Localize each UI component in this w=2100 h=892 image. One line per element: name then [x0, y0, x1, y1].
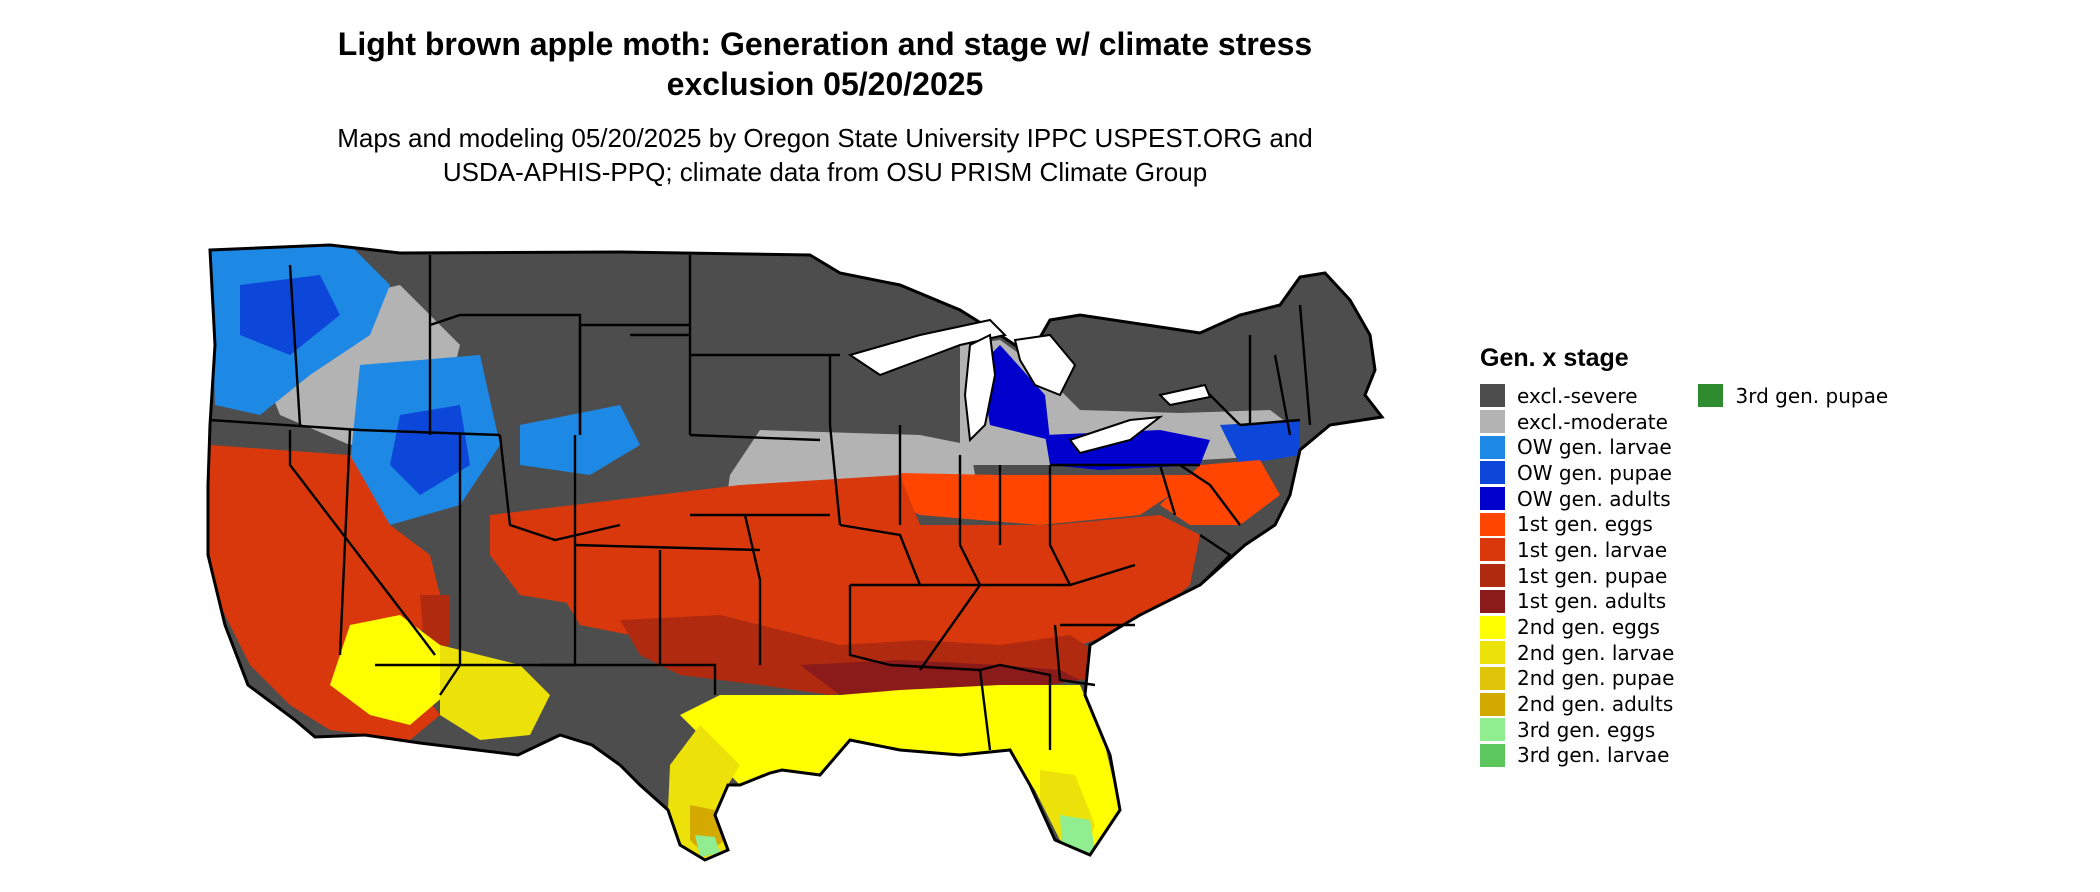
legend-item: excl.-moderate: [1480, 409, 1674, 435]
stage-region-g2l: [440, 645, 550, 740]
lake-erie: [1068, 415, 1164, 455]
stage-region-g3e: [695, 835, 720, 857]
legend-item: 2nd gen. larvae: [1480, 640, 1674, 666]
legend-item: OW gen. adults: [1480, 486, 1674, 512]
stage-region-g1e: [1160, 460, 1280, 525]
legend-label: OW gen. larvae: [1517, 435, 1672, 460]
legend-label: 1st gen. pupae: [1517, 563, 1668, 588]
lake-michigan: [963, 333, 997, 443]
legend-swatch: [1480, 615, 1505, 639]
stage-fills: [208, 245, 1382, 884]
legend-item: 3rd gen. pupae: [1698, 383, 1888, 409]
legend-item: excl.-severe: [1480, 383, 1674, 409]
legend-swatch: [1480, 718, 1505, 742]
legend-item: OW gen. larvae: [1480, 434, 1674, 460]
legend-item: OW gen. pupae: [1480, 460, 1674, 486]
legend-swatch: [1480, 435, 1505, 459]
great-lakes: [847, 318, 1212, 455]
lake-ontario: [1158, 383, 1212, 407]
legend-label: excl.-moderate: [1517, 409, 1668, 434]
legend-swatch: [1480, 461, 1505, 485]
legend-label: excl.-severe: [1517, 383, 1638, 408]
legend-swatch: [1480, 487, 1505, 511]
legend-item: 1st gen. eggs: [1480, 511, 1674, 537]
legend-label: OW gen. pupae: [1517, 460, 1672, 485]
legend-title: Gen. x stage: [1480, 344, 1629, 372]
legend-swatch: [1480, 641, 1505, 665]
legend-swatch: [1480, 692, 1505, 716]
legend-item: 2nd gen. adults: [1480, 691, 1674, 717]
stage-region-owp: [240, 275, 340, 355]
legend-label: 3rd gen. pupae: [1735, 383, 1889, 408]
legend-column-2: 3rd gen. pupae: [1698, 383, 1888, 768]
title-line-1: Light brown apple moth: Generation and s…: [337, 26, 1313, 62]
legend-item: 3rd gen. eggs: [1480, 717, 1674, 743]
stage-region-owl: [520, 405, 640, 475]
us-stage-map: [206, 243, 1385, 884]
map-title: Light brown apple moth: Generation and s…: [210, 24, 1440, 104]
legend-label: 1st gen. eggs: [1517, 512, 1653, 537]
legend-swatch: [1480, 538, 1505, 562]
legend-swatch: [1480, 666, 1505, 690]
legend-label: 2nd gen. pupae: [1517, 666, 1675, 691]
stage-region-g1l: [550, 525, 660, 635]
legend-column-1: excl.-severe excl.-moderate OW gen. larvae…: [1480, 383, 1674, 768]
state-borders: [209, 255, 1312, 751]
legend-label: 3rd gen. larvae: [1517, 743, 1670, 768]
legend-swatch: [1480, 743, 1505, 767]
subtitle-line-2: USDA-APHIS-PPQ; climate data from OSU PR…: [442, 157, 1208, 187]
legend-label: 2nd gen. eggs: [1517, 615, 1660, 640]
legend-swatch: [1480, 589, 1505, 613]
subtitle-line-1: Maps and modeling 05/20/2025 by Oregon S…: [337, 123, 1313, 153]
stage-region-g2e: [680, 685, 1120, 855]
title-line-2: exclusion 05/20/2025: [666, 66, 984, 102]
legend-swatch: [1480, 410, 1505, 434]
legend-swatch: [1480, 564, 1505, 588]
stage-region-owa: [980, 345, 1050, 440]
stage-region-g3l: [1050, 873, 1082, 884]
legend-item: 2nd gen. eggs: [1480, 614, 1674, 640]
legend-item: 1st gen. adults: [1480, 589, 1674, 615]
legend-label: 1st gen. larvae: [1517, 537, 1668, 562]
lake-huron: [1013, 333, 1077, 397]
legend: Gen. x stage excl.-severe excl.-moderate O…: [1480, 343, 1888, 768]
legend-swatch: [1698, 384, 1724, 408]
legend-swatch: [1480, 384, 1505, 408]
legend-item: 3rd gen. larvae: [1480, 743, 1674, 769]
legend-label: 2nd gen. larvae: [1517, 640, 1675, 665]
us-outline: [206, 243, 1385, 862]
stage-region-g2l: [668, 725, 740, 860]
map-subtitle: Maps and modeling 05/20/2025 by Oregon S…: [210, 121, 1440, 189]
stage-region-owp: [1220, 420, 1300, 465]
stage-region-owp: [390, 405, 470, 495]
legend-item: 1st gen. larvae: [1480, 537, 1674, 563]
stage-region-g2e: [330, 615, 445, 725]
legend-item: 1st gen. pupae: [1480, 563, 1674, 589]
legend-swatch: [1480, 512, 1505, 536]
stage-region-g3e: [1060, 815, 1095, 860]
legend-label: 3rd gen. eggs: [1517, 717, 1656, 742]
legend-label: 2nd gen. adults: [1517, 692, 1674, 717]
legend-item: 2nd gen. pupae: [1480, 666, 1674, 692]
legend-label: 1st gen. adults: [1517, 589, 1667, 614]
legend-label: OW gen. adults: [1517, 486, 1671, 511]
